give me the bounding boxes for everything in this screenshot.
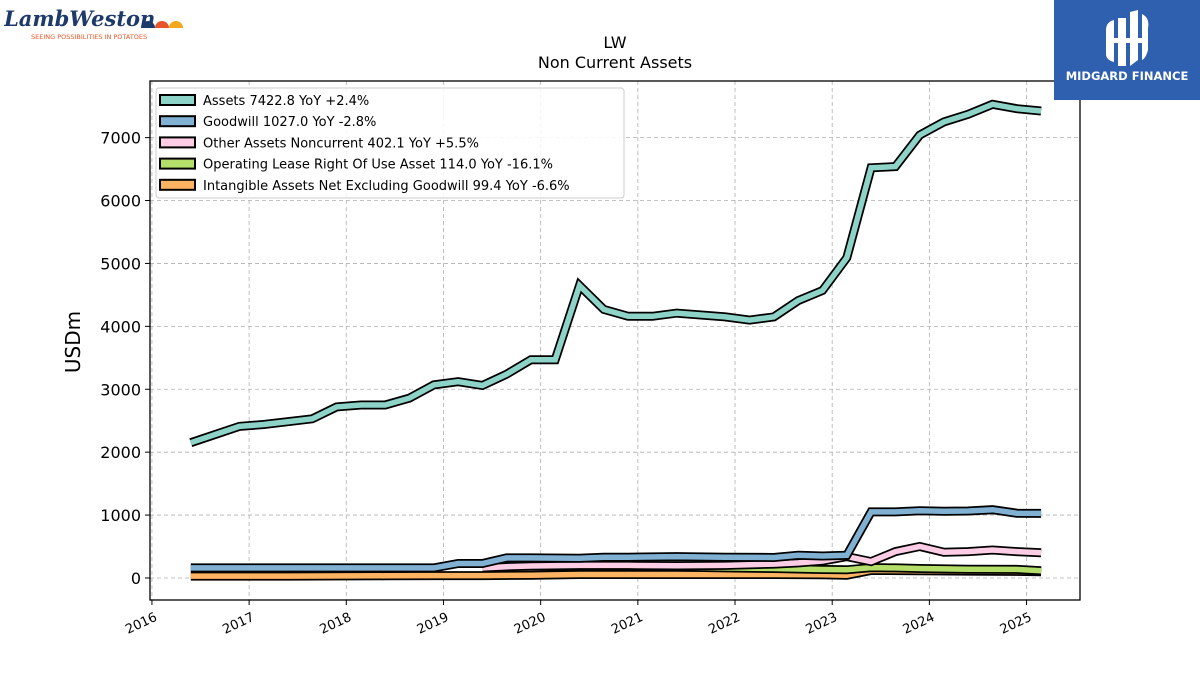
legend-swatch: [159, 94, 196, 106]
legend: Assets 7422.8 YoY +2.4% Goodwill 1027.0 Y…: [155, 87, 625, 199]
lambweston-tagline: SEEING POSSIBILITIES IN POTATOES: [31, 33, 147, 41]
series-stroke: [482, 543, 1042, 571]
y-tick-label: 7000: [100, 129, 141, 148]
y-tick-label: 2000: [100, 443, 141, 462]
lambweston-logo: LambWeston SEEING POSSIBILITIES IN POTAT…: [4, 6, 183, 41]
chart-title: LW: [603, 33, 626, 52]
series-line-other-assets-noncurrent: [482, 541, 1042, 573]
x-tick-label: 2018: [318, 610, 354, 638]
legend-swatch: [159, 157, 196, 170]
legend-entry: Assets 7422.8 YoY +2.4%: [203, 94, 369, 109]
x-tick-label: 2019: [415, 610, 451, 638]
series-line-assets: [189, 99, 1042, 447]
midgard-logo-text: MIDGARD FINANCE: [1066, 69, 1189, 83]
y-axis: 0 1000 2000 3000 4000 5000 6000 7000: [100, 129, 150, 588]
lambweston-logo-text: LambWeston: [4, 6, 155, 31]
legend-entry: Goodwill 1027.0 YoY -2.8%: [203, 115, 376, 130]
legend-entry: Other Assets Noncurrent 402.1 YoY +5.5%: [203, 136, 479, 151]
x-tick-label: 2025: [998, 610, 1034, 638]
legend-swatch: [159, 115, 196, 128]
plot-frame: [149, 80, 1081, 601]
y-axis-label: USDm: [61, 311, 85, 373]
legend-swatch: [159, 136, 196, 149]
legend-box: [155, 87, 625, 199]
x-axis: 2016 2017 2018 2019 2020 2021 2022 2023 2024 2025: [123, 600, 1034, 638]
legend-entry: Operating Lease Right Of Use Asset 114.0…: [203, 158, 553, 173]
y-tick-label: 6000: [100, 192, 141, 211]
x-tick-label: 2016: [123, 610, 159, 638]
midgard-emblem-icon: [1106, 10, 1149, 66]
series-line-goodwill: [190, 505, 1042, 573]
series-stroke: [190, 506, 1042, 571]
y-tick-label: 4000: [100, 317, 141, 336]
legend-entry: Intangible Assets Net Excluding Goodwill…: [203, 179, 570, 194]
x-tick-label: 2024: [901, 610, 937, 638]
x-tick-label: 2021: [609, 610, 645, 638]
series-stroke: [189, 101, 1042, 446]
x-tick-label: 2023: [804, 610, 840, 638]
legend-swatch: [159, 178, 196, 191]
x-tick-label: 2022: [706, 610, 742, 638]
series-layer: [189, 99, 1042, 581]
y-tick-label: 0: [131, 569, 141, 588]
chart-subtitle: Non Current Assets: [538, 53, 692, 72]
y-tick-label: 1000: [100, 506, 141, 525]
x-tick-label: 2020: [512, 610, 548, 638]
y-tick-label: 3000: [100, 380, 141, 399]
x-tick-label: 2017: [220, 610, 256, 638]
midgard-finance-logo: MIDGARD FINANCE: [1054, 0, 1200, 100]
y-tick-label: 5000: [100, 254, 141, 273]
